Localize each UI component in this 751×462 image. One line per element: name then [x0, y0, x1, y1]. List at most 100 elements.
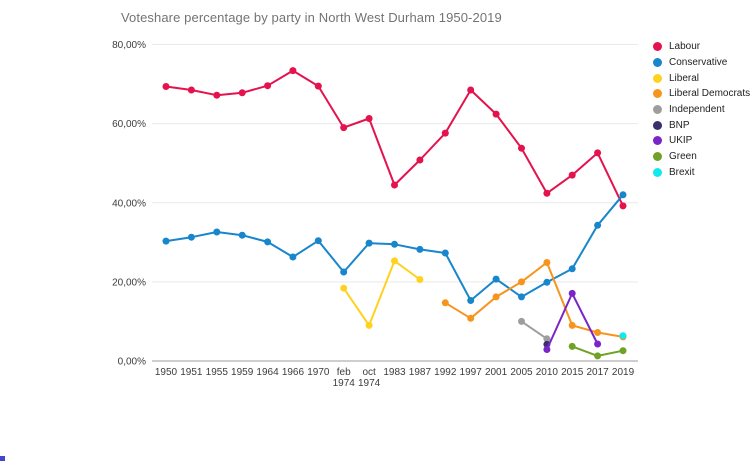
voteshare-line-chart: 0,00%20,00%40,00%60,00%80,00%1950 1951 195… [112, 40, 638, 389]
legend-label: Labour [669, 41, 701, 53]
data-point-labour [543, 189, 551, 197]
legend-label: Brexit [669, 166, 695, 178]
legend-item-brexit: Brexit [653, 165, 750, 181]
data-point-conservative [238, 231, 246, 239]
x-tick-label: 1992 [434, 367, 457, 378]
x-tick-label: 1959 [231, 367, 254, 378]
legend-label: Independent [669, 104, 725, 116]
x-tick-label: 1950 [155, 367, 178, 378]
data-point-labour [289, 67, 297, 75]
data-point-liberal-democrats [543, 259, 551, 266]
legend-item-ukip: UKIP [653, 133, 750, 149]
chart-title: Voteshare percentage by party in North W… [121, 10, 502, 25]
x-tick-label: feb 1974 [333, 367, 356, 389]
y-tick-label: 0,00% [118, 357, 146, 368]
data-point-liberal [416, 276, 424, 283]
x-tick-label: 1966 [282, 367, 305, 378]
data-point-conservative [594, 221, 602, 229]
y-tick-label: 20,00% [112, 277, 146, 288]
data-point-conservative [543, 278, 551, 286]
chart-region[interactable]: Voteshare percentage by party in North W… [0, 0, 751, 420]
data-point-liberal-democrats [441, 299, 449, 307]
legend-dot-labour [653, 42, 662, 52]
data-point-brexit [619, 332, 627, 340]
data-point-labour [187, 86, 195, 94]
series-line-liberal-democrats [444, 261, 624, 338]
data-point-labour [365, 115, 373, 122]
legend-label: UKIP [669, 135, 693, 147]
data-point-conservative [568, 265, 576, 273]
x-tick-label: 2001 [485, 367, 508, 378]
legend-item-green: Green [653, 149, 750, 165]
data-point-liberal-democrats [518, 278, 525, 286]
data-point-labour [467, 86, 475, 94]
data-point-liberal-democrats [568, 321, 576, 329]
data-point-labour [594, 149, 602, 157]
x-tick-label: 2010 [536, 367, 559, 378]
legend-item-labour: Labour [653, 39, 750, 55]
series-line-independent [520, 320, 548, 340]
data-point-ukip [594, 340, 602, 348]
data-point-labour [518, 144, 525, 152]
data-point-labour [441, 129, 449, 137]
legend-item-liberal: Liberal [653, 70, 750, 86]
data-point-liberal-democrats [467, 314, 475, 322]
data-point-conservative [441, 249, 449, 257]
legend-label: BNP [669, 119, 690, 131]
data-point-liberal [340, 284, 348, 292]
series-line-ukip [545, 292, 599, 351]
data-point-green [619, 347, 627, 355]
data-point-independent [543, 335, 551, 343]
data-point-conservative [187, 233, 195, 241]
legend-label: Liberal Democrats [669, 88, 751, 100]
data-point-conservative [391, 240, 398, 248]
data-point-green [594, 352, 602, 360]
y-tick-label: 60,00% [112, 119, 146, 130]
x-tick-label: 1987 [409, 367, 432, 378]
legend-dot-green [653, 152, 662, 162]
data-point-labour [264, 82, 272, 90]
data-point-labour [416, 156, 424, 164]
legend-item-bnp: BNP [653, 117, 750, 133]
legend-dot-conservative [653, 58, 662, 68]
legend-label: Liberal [669, 72, 700, 84]
data-point-liberal-democrats [492, 293, 500, 301]
data-point-conservative [518, 293, 525, 301]
legend-dot-liberal [653, 73, 662, 83]
legend-item-independent: Independent [653, 102, 750, 118]
data-point-labour [340, 124, 348, 132]
x-tick-label: 1970 [307, 367, 330, 378]
legend-label: Green [669, 151, 697, 163]
x-tick-label: 1964 [256, 367, 279, 378]
data-point-conservative [340, 268, 348, 276]
data-point-conservative [619, 191, 627, 199]
data-point-conservative [289, 253, 297, 261]
x-tick-label: 1983 [383, 367, 406, 378]
data-point-conservative [162, 237, 170, 245]
series-line-liberal [342, 259, 421, 327]
legend-dot-ukip [653, 136, 662, 146]
data-point-conservative [416, 245, 424, 253]
legend-dot-bnp [653, 120, 662, 130]
legend-item-liberal-democrats: Liberal Democrats [653, 86, 750, 102]
data-point-conservative [467, 297, 475, 304]
y-tick-label: 40,00% [112, 198, 146, 209]
data-point-labour [619, 202, 627, 210]
x-tick-label: 1955 [206, 367, 229, 378]
legend-label: Conservative [669, 57, 728, 69]
data-point-labour [213, 91, 221, 99]
x-tick-label: 2017 [587, 367, 610, 378]
x-tick-label: 2015 [561, 367, 584, 378]
data-point-liberal-democrats [594, 329, 602, 336]
x-tick-label: oct 1974 [358, 367, 381, 389]
data-point-labour [391, 181, 398, 189]
data-point-labour [568, 171, 576, 179]
x-tick-label: 1997 [460, 367, 483, 378]
data-point-labour [238, 89, 246, 97]
data-point-labour [492, 110, 500, 118]
legend-dot-brexit [653, 167, 662, 177]
data-point-conservative [213, 228, 221, 236]
data-point-independent [518, 317, 525, 325]
x-tick-label: 2005 [510, 367, 533, 378]
